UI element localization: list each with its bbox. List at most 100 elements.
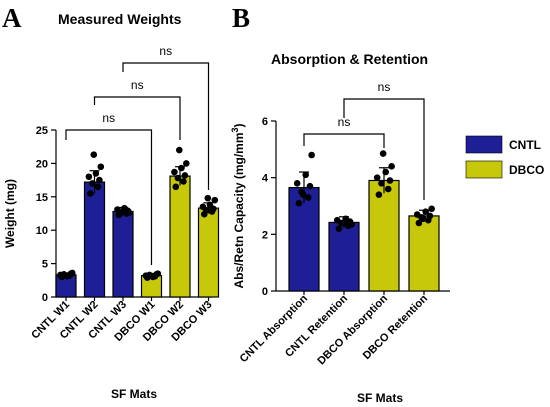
chart-b-data-point [302, 171, 310, 179]
chart-a-y-tick-label: 25 [36, 125, 48, 137]
chart-a-data-point [199, 203, 207, 211]
chart-a-y-axis-label: Weight (mg) [3, 179, 17, 248]
chart-b-data-point [415, 219, 423, 227]
legend-label-cntl: CNTL [509, 138, 541, 152]
chart-a-y-tick-label: 10 [36, 225, 48, 237]
chart-b-x-tick-label: DBCO Absorption [315, 292, 390, 367]
chart-a-y-tick-label: 5 [42, 259, 48, 271]
chart-b-data-point [295, 199, 303, 207]
chart-b: 0 2 4 6 Abs/Retn Capacity (mg/mm3) SF Mats CNT… [230, 80, 450, 405]
chart-b-data-point [333, 216, 341, 224]
chart-a-bar [169, 175, 191, 298]
chart-a-y-tick-label: 15 [36, 192, 48, 204]
chart-b-data-point [413, 211, 421, 218]
chart-a-data-point [62, 272, 69, 279]
chart-a-data-point [204, 194, 212, 202]
chart-a-data-point [97, 163, 105, 171]
chart-a-significance-label: ns [131, 78, 144, 92]
chart-a-bar [197, 207, 220, 298]
chart-b-data-point [388, 163, 395, 170]
chart-b-x-tick-label: CNTL Absorption [238, 292, 311, 365]
chart-a-data-point [126, 209, 133, 217]
chart-b-significance-label: ns [378, 80, 391, 94]
chart-a-data-point [147, 272, 155, 279]
chart-b-data-point [384, 185, 392, 193]
chart-a-data-point [206, 201, 214, 209]
chart-b-bar [408, 215, 440, 292]
chart-b-bar [328, 221, 360, 292]
chart-a-significance-label: ns [159, 44, 172, 58]
chart-a-data-point [92, 170, 100, 177]
chart-a-data-point [89, 180, 96, 187]
chart-b-data-point [348, 221, 355, 228]
chart-a-significance-label: ns [102, 111, 115, 125]
chart-a-data-point [211, 196, 219, 204]
chart-b-data-point [422, 208, 430, 215]
chart-b-data-point [419, 215, 427, 223]
chart-b-y-axis-label-sup: 3 [230, 127, 240, 132]
chart-b-y-axis-label: Abs/Retn Capacity (mg/mm3) [230, 123, 246, 288]
panel-b-letter: B [232, 3, 250, 33]
chart-a-data-point [142, 272, 150, 279]
chart-a-data-point [171, 168, 178, 176]
chart-b-x-axis-label: SF Mats [357, 391, 403, 405]
chart-a-data-point [154, 270, 162, 277]
chart-a-data-point [183, 160, 190, 167]
chart-a-data-point [57, 271, 64, 279]
chart-b-bar [288, 186, 320, 292]
chart-b-y-axis-label-end: ) [232, 123, 246, 127]
chart-b-data-point [293, 180, 301, 187]
chart-b-bar [368, 179, 400, 292]
chart-a-y-tick-label: 0 [42, 292, 48, 304]
chart-a-y-tick-label: 20 [36, 158, 48, 170]
chart-b-data-point [378, 180, 385, 187]
legend-swatch-cntl [465, 135, 503, 154]
chart-b-significance-bracket [343, 98, 425, 200]
chart-b-data-point [375, 191, 383, 198]
chart-b-data-point [304, 194, 312, 201]
chart-a-data-point [119, 208, 126, 215]
chart-a-data-point [172, 183, 180, 191]
chart-a-significance-bracket [65, 129, 153, 265]
chart-b-data-point [426, 212, 434, 220]
chart-a-title: Measured Weights [58, 11, 182, 27]
chart-a-significance-bracket [122, 62, 210, 190]
chart-b-data-point [308, 151, 315, 159]
chart-a-data-point [178, 164, 185, 172]
chart-a-significance-bracket [93, 96, 181, 140]
chart-b-title: Absorption & Retention [271, 51, 428, 67]
chart-a-data-point [69, 269, 76, 277]
chart-b-data-point [382, 168, 390, 176]
chart-a-bar [83, 181, 106, 298]
legend-swatch-dbco [465, 160, 503, 179]
chart-b-significance-label: ns [338, 115, 351, 129]
legend-label-dbco: DBCO [509, 163, 544, 177]
chart-a-data-point [94, 183, 102, 191]
chart-b-data-point [335, 225, 343, 232]
chart-a-data-point [90, 151, 98, 159]
chart-b-y-tick-label: 4 [262, 173, 269, 185]
chart-a-data-point [96, 176, 103, 184]
chart-a-bar [112, 210, 134, 298]
chart-b-data-point [306, 182, 314, 190]
chart-b-significance-bracket [303, 133, 385, 148]
chart-b-data-point [428, 205, 435, 213]
chart-b-y-tick-label: 6 [262, 116, 268, 128]
chart-b-data-point [299, 191, 307, 198]
chart-a-x-axis-label: SF Mats [111, 387, 157, 401]
chart-b-data-point [339, 219, 347, 227]
chart-a-data-point [174, 174, 182, 182]
chart-b-y-tick-label: 0 [262, 286, 268, 298]
chart-b-data-point [386, 177, 394, 184]
panel-a-letter: A [2, 3, 22, 33]
chart-b-data-point [373, 174, 381, 181]
chart-b-y-tick-label: 2 [262, 229, 268, 241]
chart-a-data-point [181, 172, 189, 179]
chart-a-data-point [85, 173, 93, 181]
chart-a-data-point [87, 190, 94, 197]
chart-b-data-point [379, 150, 387, 157]
chart-a-data-point [176, 146, 183, 154]
